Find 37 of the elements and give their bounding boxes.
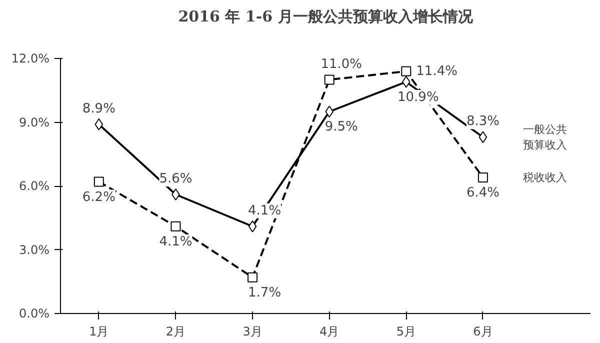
text: 税收收入 (522, 171, 567, 184)
chart-title: 2016 年 1-6 月一般公共预算收入增长情况 (178, 8, 474, 26)
x-tick-label: 2月 (166, 324, 186, 338)
y-tick-label: 3.0% (19, 242, 50, 257)
data-label: 6.2% (82, 190, 116, 205)
point (402, 76, 410, 88)
text: 一般公共预算收入 (522, 122, 567, 152)
x-tick-label: 3月 (242, 324, 262, 338)
data-label: 10.9% (398, 90, 439, 105)
point (478, 172, 488, 182)
point (324, 74, 334, 85)
point (248, 272, 258, 282)
point (401, 66, 412, 76)
x-tick-label: 1月 (89, 324, 109, 338)
data-label: 4.1% (248, 203, 282, 218)
point (172, 188, 180, 200)
x-tick-label: 5月 (396, 324, 416, 338)
point (248, 220, 257, 232)
point (94, 176, 104, 187)
data-label: 6.4% (466, 186, 500, 200)
x-tick-label: 4月 (320, 324, 340, 338)
point (478, 131, 488, 144)
data-label: 1.7% (248, 285, 282, 300)
data-label: 8.3% (466, 114, 500, 130)
x-tick-label: 6月 (473, 324, 493, 338)
point (94, 118, 104, 130)
data-label: 5.6% (159, 172, 192, 186)
y-tick-label: 9.0% (19, 115, 50, 130)
point (325, 106, 334, 118)
data-label: 9.5% (324, 120, 358, 135)
y-tick-label: 0.0% (19, 306, 50, 320)
data-label: 11.4% (416, 64, 458, 79)
data-label: 4.1% (159, 234, 192, 250)
y-tick-label: 12.0% (11, 52, 50, 66)
y-tick-label: 6.0% (19, 179, 50, 193)
point (170, 221, 181, 232)
data-label: 8.9% (82, 101, 116, 116)
